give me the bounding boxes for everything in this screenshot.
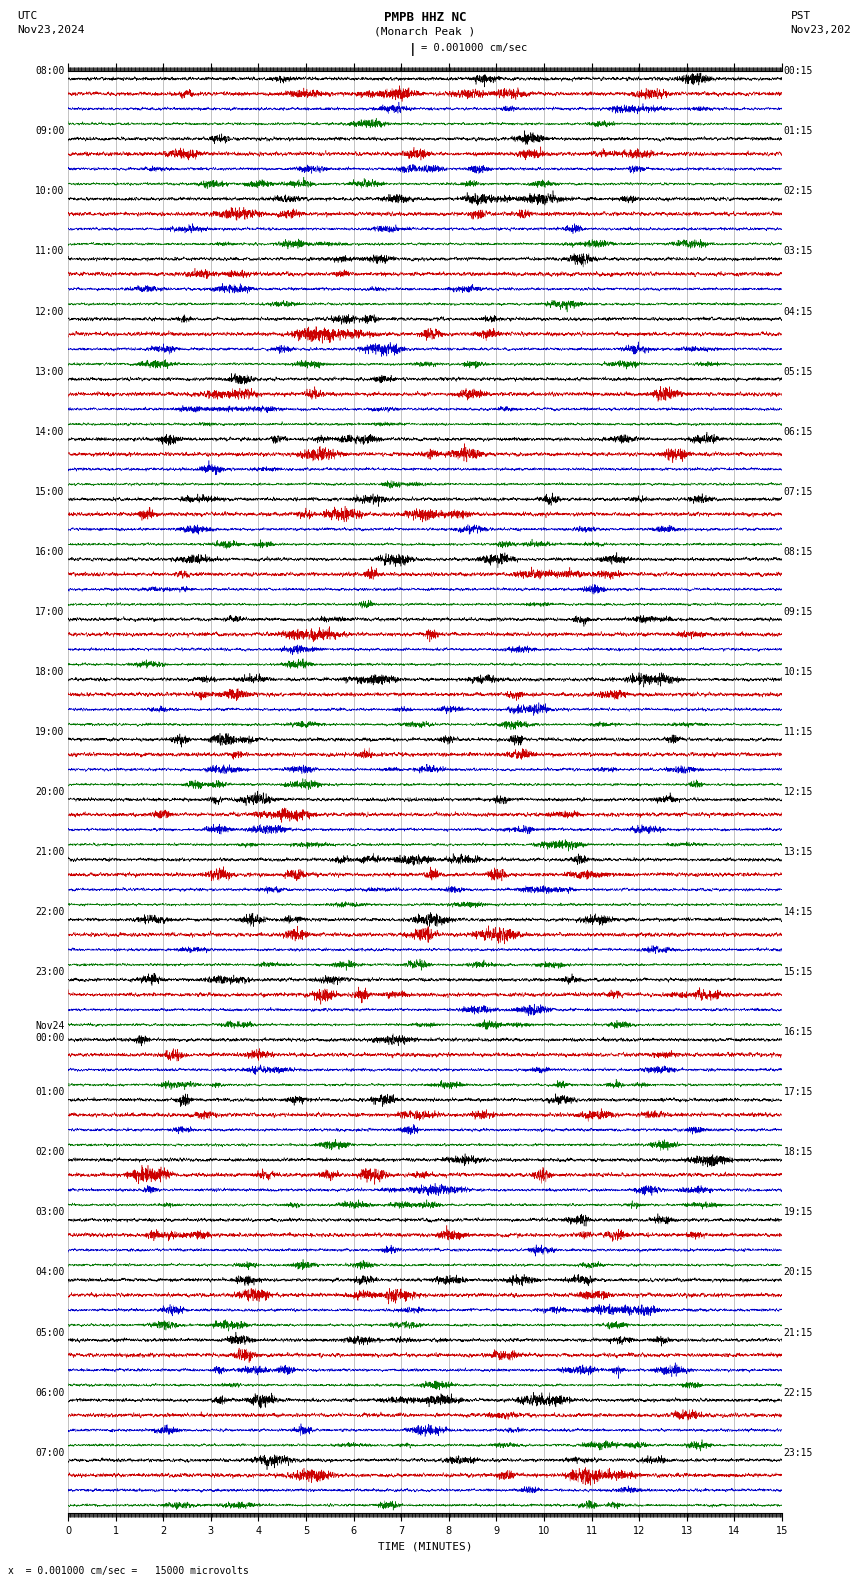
Text: 18:15: 18:15 [784,1147,813,1158]
Text: 22:00: 22:00 [35,908,65,917]
Text: 01:00: 01:00 [35,1087,65,1098]
Text: 07:15: 07:15 [784,486,813,497]
Text: 06:00: 06:00 [35,1388,65,1397]
Text: PMPB HHZ NC: PMPB HHZ NC [383,11,467,24]
Text: 11:15: 11:15 [784,727,813,737]
Text: 05:15: 05:15 [784,366,813,377]
Text: 10:00: 10:00 [35,187,65,196]
Text: 23:00: 23:00 [35,968,65,977]
Text: 03:15: 03:15 [784,247,813,257]
Text: 09:15: 09:15 [784,607,813,616]
Text: 04:15: 04:15 [784,307,813,317]
Text: 01:15: 01:15 [784,127,813,136]
Text: 23:15: 23:15 [784,1448,813,1457]
Text: (Monarch Peak ): (Monarch Peak ) [374,27,476,36]
Text: 17:15: 17:15 [784,1087,813,1098]
Text: 22:15: 22:15 [784,1388,813,1397]
Text: 05:00: 05:00 [35,1327,65,1337]
Text: 20:00: 20:00 [35,787,65,797]
Text: 21:00: 21:00 [35,847,65,857]
Text: 07:00: 07:00 [35,1448,65,1457]
Text: 02:00: 02:00 [35,1147,65,1158]
Text: |: | [409,43,416,55]
Text: 16:00: 16:00 [35,546,65,556]
Text: 08:00: 08:00 [35,67,65,76]
Text: 09:00: 09:00 [35,127,65,136]
Text: 02:15: 02:15 [784,187,813,196]
Text: 13:00: 13:00 [35,366,65,377]
Text: 04:00: 04:00 [35,1267,65,1277]
Text: x  = 0.001000 cm/sec =   15000 microvolts: x = 0.001000 cm/sec = 15000 microvolts [8,1567,249,1576]
Text: 15:00: 15:00 [35,486,65,497]
Text: 14:00: 14:00 [35,426,65,437]
Text: 12:15: 12:15 [784,787,813,797]
Text: 14:15: 14:15 [784,908,813,917]
Text: 17:00: 17:00 [35,607,65,616]
Text: 12:00: 12:00 [35,307,65,317]
Text: Nov24
00:00: Nov24 00:00 [35,1022,65,1042]
Text: 08:15: 08:15 [784,546,813,556]
Text: 00:15: 00:15 [784,67,813,76]
Text: 21:15: 21:15 [784,1327,813,1337]
Text: 11:00: 11:00 [35,247,65,257]
Text: 13:15: 13:15 [784,847,813,857]
Text: 19:00: 19:00 [35,727,65,737]
Text: 10:15: 10:15 [784,667,813,676]
Text: 20:15: 20:15 [784,1267,813,1277]
Text: Nov23,2024: Nov23,2024 [790,25,850,35]
Text: PST: PST [790,11,811,21]
Text: UTC: UTC [17,11,37,21]
Text: 16:15: 16:15 [784,1028,813,1038]
Text: Nov23,2024: Nov23,2024 [17,25,84,35]
Text: 19:15: 19:15 [784,1207,813,1218]
Text: 15:15: 15:15 [784,968,813,977]
Text: 03:00: 03:00 [35,1207,65,1218]
Text: 06:15: 06:15 [784,426,813,437]
Text: = 0.001000 cm/sec: = 0.001000 cm/sec [421,43,527,52]
X-axis label: TIME (MINUTES): TIME (MINUTES) [377,1541,473,1551]
Text: 18:00: 18:00 [35,667,65,676]
